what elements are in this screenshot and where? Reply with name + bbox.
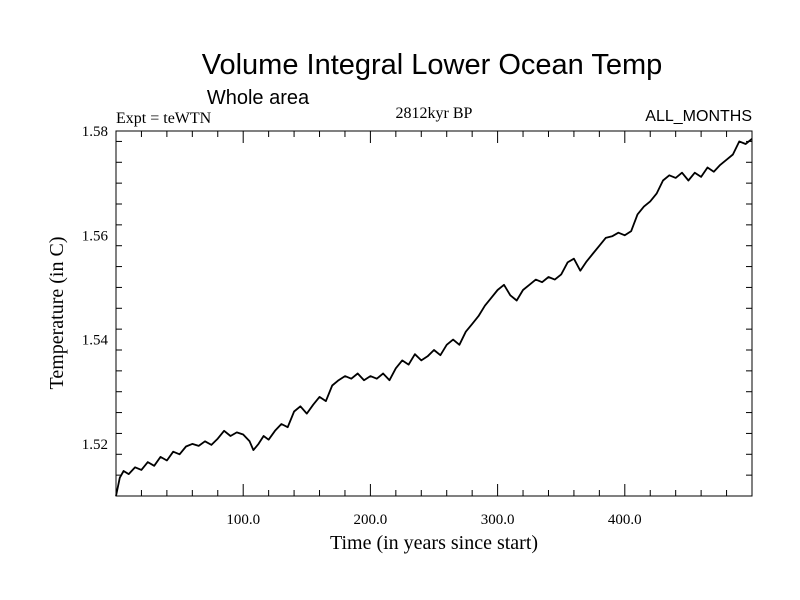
chart-title: Volume Integral Lower Ocean Temp — [202, 49, 663, 81]
y-tick-label: 1.56 — [82, 228, 109, 244]
months-label: ALL_MONTHS — [645, 108, 752, 125]
x-tick-label: 300.0 — [481, 512, 515, 528]
axis-tick-labels: 100.0 200.0 300.0 400.0 1.52 1.54 1.56 1.58 — [82, 124, 642, 528]
period-label: 2812kyr BP — [396, 105, 473, 122]
chart-subtitle: Whole area — [207, 87, 310, 109]
x-tick-label: 200.0 — [354, 512, 388, 528]
x-tick-label: 100.0 — [226, 512, 260, 528]
series-line — [115, 138, 753, 497]
experiment-label: Expt = teWTN — [116, 110, 212, 127]
y-tick-label: 1.54 — [82, 333, 109, 349]
axis-ticks — [116, 131, 752, 496]
y-tick-label: 1.52 — [82, 437, 108, 453]
x-axis-label: Time (in years since start) — [330, 532, 538, 554]
x-tick-label: 400.0 — [608, 512, 642, 528]
y-tick-label: 1.58 — [82, 124, 108, 140]
y-axis-label: Temperature (in C) — [46, 237, 68, 390]
plot-frame — [115, 130, 753, 497]
